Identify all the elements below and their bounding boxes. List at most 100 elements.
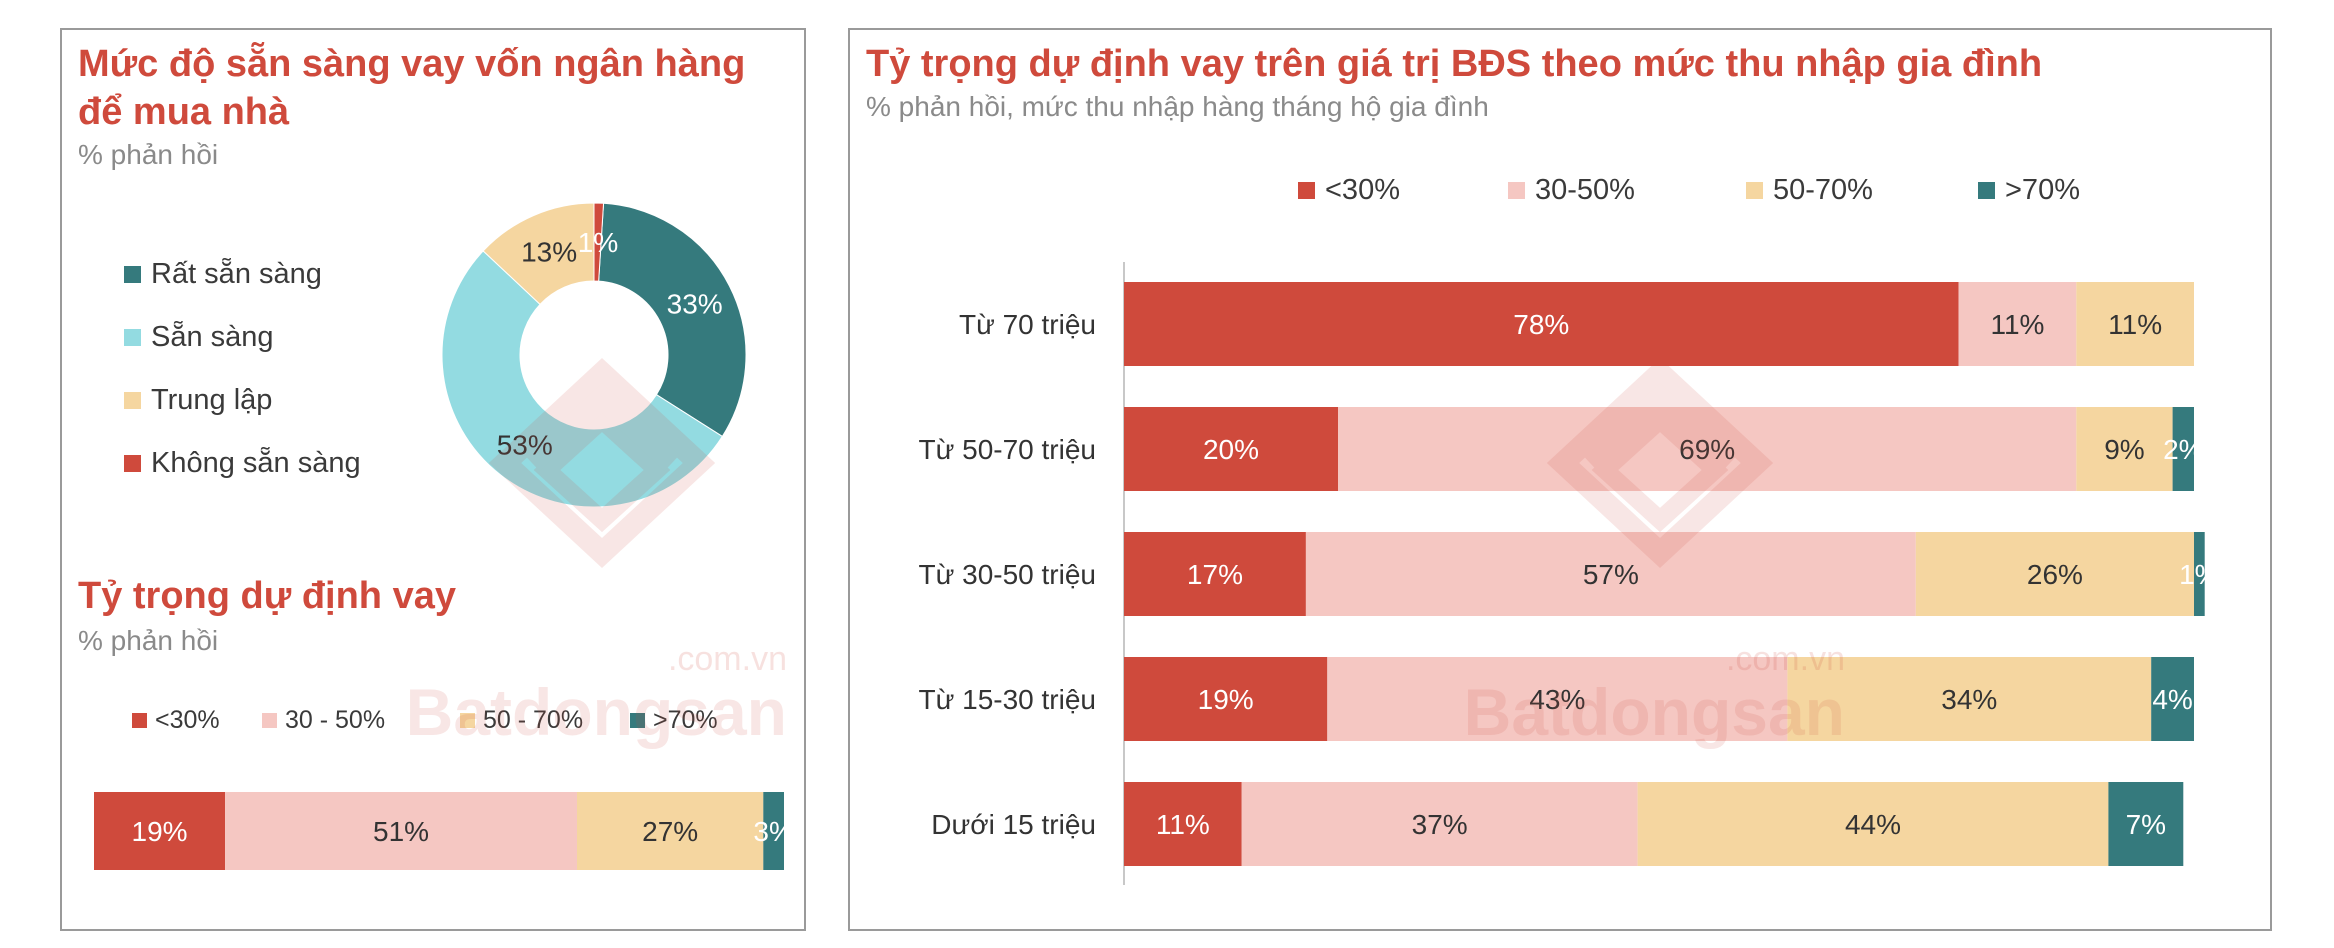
legend-swatch: [1508, 182, 1525, 199]
legend-item-30-50: 30 - 50%: [262, 706, 385, 735]
category-label: Từ 70 triệu: [959, 309, 1096, 340]
bar-segment-lt30: [1124, 657, 1328, 741]
bar-segment-30-50: [1958, 282, 2077, 366]
legend-item-50-70: 50 - 70%: [460, 706, 583, 735]
legend-item-30-50: 30-50%: [1508, 174, 1635, 207]
bar-segment-50-70: [2076, 282, 2194, 366]
bar-data-label: 27%: [642, 816, 698, 847]
donut-data-label: 13%: [521, 236, 577, 267]
bar-data-label: 9%: [2104, 434, 2144, 465]
legend-item-gt70: >70%: [630, 706, 718, 735]
legend-label: 30 - 50%: [285, 706, 386, 734]
income-chart-title: Tỷ trọng dự định vay trên giá trị BĐS th…: [866, 43, 2043, 85]
legend-item-khong-san-sang: Không sẵn sàng: [124, 447, 361, 480]
bar-segment-50-70: [1915, 532, 2194, 616]
bar-data-label: 11%: [1156, 809, 1210, 840]
legend-swatch: [124, 392, 141, 409]
category-label: Từ 15-30 triệu: [919, 684, 1097, 715]
legend-swatch: [1746, 182, 1763, 199]
donut-slice-san-sang: [441, 250, 724, 508]
bar-segment-30-50: [1338, 407, 2077, 491]
donut-data-label: 33%: [667, 289, 723, 320]
legend-label: Sẵn sàng: [151, 321, 274, 353]
bar-data-label: 4%: [2152, 684, 2192, 715]
donut-title-line1: Mức độ sẵn sàng vay vốn ngân hàng: [78, 43, 746, 85]
legend-item-lt30: <30%: [132, 706, 220, 735]
legend-label: 50-70%: [1773, 174, 1873, 206]
bar-data-label: 57%: [1583, 559, 1639, 590]
bar-data-label: 26%: [2027, 559, 2083, 590]
bar-data-label: 11%: [2108, 309, 2162, 340]
bar-segment-gt70: [2108, 782, 2184, 866]
legend-swatch: [1298, 182, 1315, 199]
legend-label: <30%: [155, 706, 220, 734]
bar-data-label: 20%: [1203, 434, 1259, 465]
bar-data-label: 43%: [1529, 684, 1585, 715]
bar-data-label: 3%: [753, 816, 793, 847]
bar-data-label: 34%: [1941, 684, 1997, 715]
bar-segment-50-70: [1787, 657, 2152, 741]
legend-label: >70%: [653, 706, 718, 734]
bar-chart-title: Tỷ trọng dự định vay: [78, 575, 456, 617]
bar-data-label: 69%: [1679, 434, 1735, 465]
bar-segment-lt30: [1124, 282, 1959, 366]
legend-swatch: [124, 329, 141, 346]
bar-segment-gt70: [763, 792, 784, 870]
legend-item-50-70: 50-70%: [1746, 174, 1873, 207]
bar-data-label: 19%: [132, 816, 188, 847]
bar-segment-30-50: [1327, 657, 1788, 741]
income-chart-subtitle: % phản hồi, mức thu nhập hàng tháng hộ g…: [866, 91, 1489, 122]
bar-data-label: 19%: [1198, 684, 1254, 715]
bar-data-label: 17%: [1187, 559, 1243, 590]
category-label: Dưới 15 triệu: [931, 809, 1096, 840]
bar-data-label: 7%: [2126, 809, 2166, 840]
category-label: Từ 50-70 triệu: [919, 434, 1097, 465]
legend-swatch: [630, 713, 645, 728]
legend-label: 30-50%: [1535, 174, 1635, 206]
bar-data-label: 11%: [1990, 309, 2044, 340]
legend-label: Không sẵn sàng: [151, 447, 361, 479]
donut-slice-khong-san-sang: [593, 202, 605, 282]
bar-data-label: 44%: [1845, 809, 1901, 840]
legend-swatch: [124, 455, 141, 472]
donut-chart-title: Mức độ sẵn sàng vay vốn ngân hàng để mua…: [78, 40, 745, 136]
bar-data-label: 37%: [1412, 809, 1468, 840]
bar-segment-30-50: [1241, 782, 1638, 866]
bar-data-label: 51%: [373, 816, 429, 847]
legend-item-lt30: <30%: [1298, 174, 1400, 207]
donut-data-label: 53%: [497, 429, 553, 460]
legend-label: Rất sẵn sàng: [151, 258, 322, 290]
bar-segment-lt30: [1124, 532, 1306, 616]
legend-label: 50 - 70%: [483, 706, 584, 734]
bar-data-label: 78%: [1513, 309, 1569, 340]
donut-slice-rat-san-sang: [598, 202, 747, 438]
overall-stacked-bar: 19% 51% 27% 3%: [94, 792, 794, 870]
bar-segment-50-70: [577, 792, 764, 870]
right-panel: Tỷ trọng dự định vay trên giá trị BĐS th…: [848, 28, 2272, 931]
legend-label: Trung lập: [151, 384, 273, 416]
bar-segment-gt70: [2151, 657, 2194, 741]
bar-segment-gt70: [2172, 407, 2194, 491]
legend-label: <30%: [1325, 174, 1400, 206]
bar-segment-lt30: [1124, 407, 1338, 491]
bar-data-label: 2%: [2163, 434, 2203, 465]
legend-item-trung-lap: Trung lập: [124, 384, 272, 417]
donut-chart-subtitle: % phản hồi: [78, 139, 219, 170]
bar-segment-gt70: [2194, 532, 2205, 616]
legend-label: >70%: [2005, 174, 2080, 206]
legend-swatch: [124, 266, 141, 283]
bar-segment-30-50: [1305, 532, 1916, 616]
donut-chart: 33% 53% 13% 1%: [441, 202, 747, 508]
bar-segment-lt30: [94, 792, 226, 870]
bar-data-label: 1%: [2179, 559, 2219, 590]
left-panel: Mức độ sẵn sàng vay vốn ngân hàng để mua…: [60, 28, 806, 931]
bar-segment-50-70: [2076, 407, 2173, 491]
legend-item-gt70: >70%: [1978, 174, 2080, 207]
income-stacked-bar-chart: Từ 70 triệu 78% 11% 11% Từ 50-70 triệu 20% 69%…: [919, 262, 2220, 885]
legend-item-rat-san-sang: Rất sẵn sàng: [124, 258, 322, 291]
bar-segment-30-50: [225, 792, 577, 870]
donut-data-label: 1%: [578, 227, 618, 258]
legend-swatch: [460, 713, 475, 728]
bar-segment-lt30: [1124, 782, 1242, 866]
legend-item-san-sang: Sẵn sàng: [124, 321, 274, 354]
